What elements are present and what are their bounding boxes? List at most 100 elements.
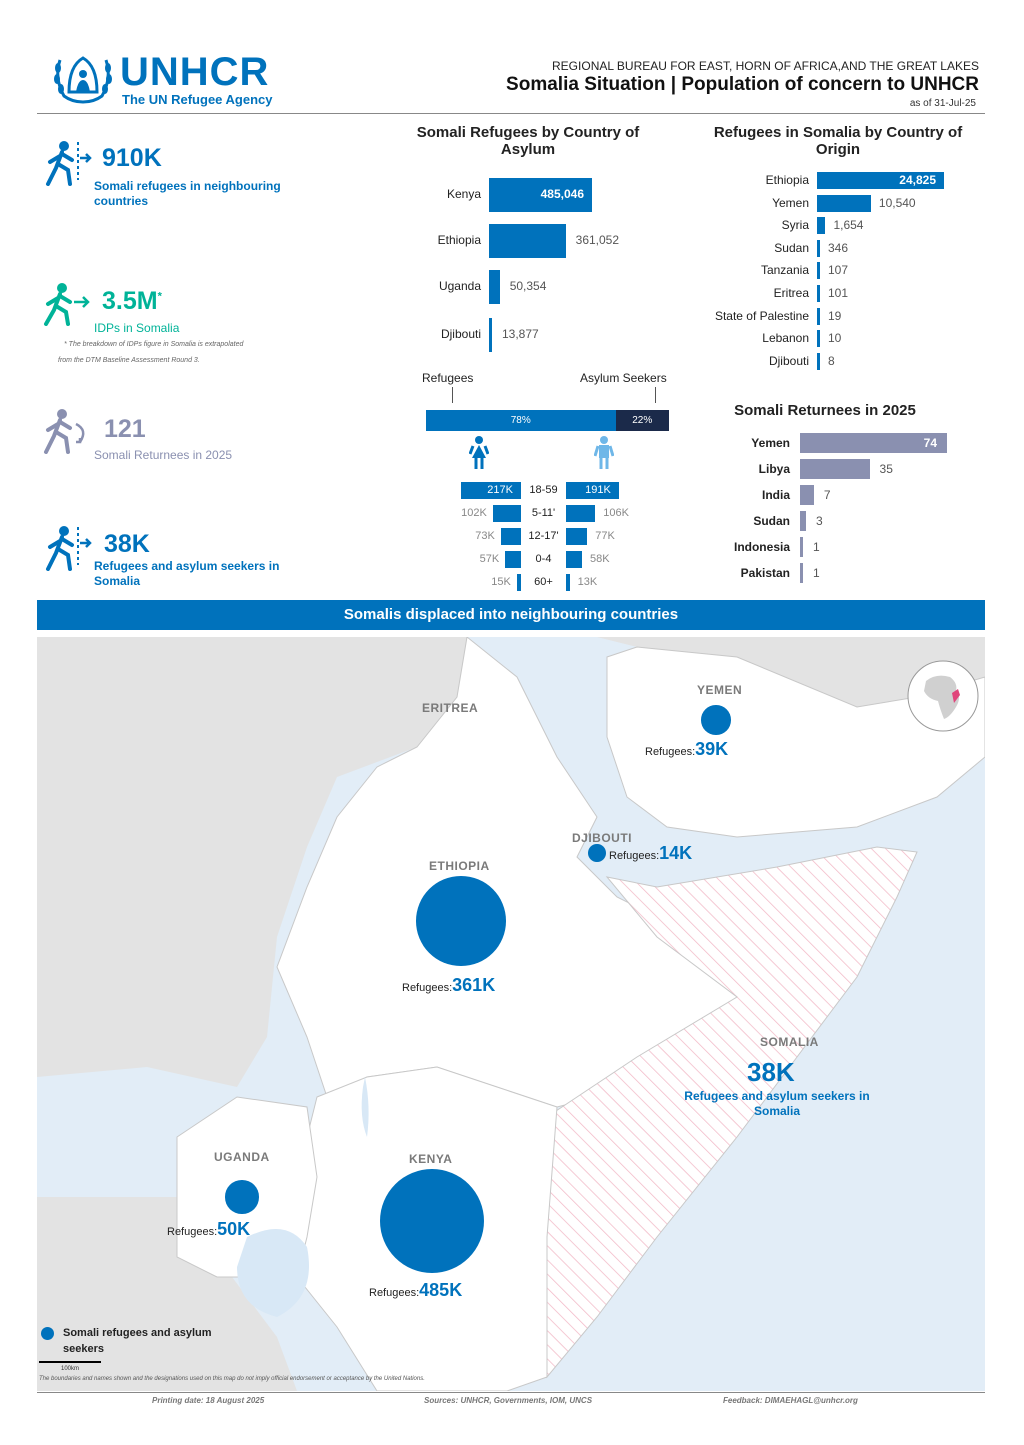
country-label-ethiopia: ETHIOPIA [429, 859, 490, 873]
bar [800, 537, 803, 557]
pyramid-value-female: 217K [487, 484, 513, 496]
bar-category-label: Djibouti [440, 327, 481, 341]
pyramid-bar-female [500, 528, 521, 545]
female-icon [469, 436, 489, 469]
refugee-count-somalia: 38K [747, 1057, 795, 1087]
bar-value-label: 10 [828, 331, 842, 346]
legend-dot [41, 1327, 54, 1340]
bar-value-label: 3 [815, 514, 823, 528]
feedback-email[interactable]: Feedback: DIMAEHAGL@unhcr.org [723, 1396, 858, 1405]
bar-value-label: 101 [828, 286, 849, 300]
bar [817, 217, 826, 235]
bar [817, 352, 820, 370]
bar-value-label: 346 [828, 240, 849, 255]
pyramid-value-male: 106K [603, 507, 629, 519]
kpi-value: 910K [102, 144, 162, 172]
pyramid-value-female: 102K [461, 507, 487, 519]
pyramid-age-label: 18-59 [529, 484, 558, 496]
male-icon [594, 436, 614, 469]
scale-label: 100km [61, 1366, 80, 1372]
bar [817, 194, 871, 212]
bar-category-label: State of Palestine [714, 308, 809, 323]
pyramid-bar-male [566, 505, 596, 522]
bar-value-label: 50,354 [509, 279, 547, 293]
chart-title: Refugees in Somalia by Country of Origin [713, 124, 963, 158]
bar-category-label: Indonesia [733, 540, 790, 554]
footer-divider [37, 1392, 985, 1393]
bar-category-label: Yemen [751, 436, 790, 450]
header-divider [37, 113, 985, 114]
legend-label: Somali refugees and asylum seekers [63, 1327, 212, 1355]
pyramid-bar-female [505, 551, 521, 568]
bar [817, 330, 820, 348]
chart-title: Somali Returnees in 2025 [734, 402, 916, 419]
bar [817, 307, 820, 325]
bar-value-label: 7 [823, 488, 831, 502]
bar-value-label: 1 [813, 566, 820, 580]
bar [817, 239, 820, 257]
bar-category-label: Kenya [446, 187, 481, 201]
bar [489, 178, 592, 212]
bar [800, 459, 870, 479]
bar-value-label: 8 [828, 353, 835, 368]
bar-value-label: 10,540 [878, 195, 916, 210]
refugee-count-uganda: Refugees:50K [167, 1219, 251, 1239]
globe-inset-icon [907, 660, 979, 732]
refugee-bubble-yemen [701, 705, 731, 735]
bar-category-label: Tanzania [760, 263, 809, 278]
bar [817, 285, 820, 302]
kpi-value: 121 [104, 415, 146, 443]
unhcr-laurel-icon [54, 56, 112, 104]
refugee-bubble-kenya [380, 1169, 484, 1273]
print-date: Printing date: 18 August 2025 [152, 1396, 265, 1405]
bar-category-label: India [761, 488, 790, 502]
bar-value-label: 13,877 [502, 327, 539, 341]
bar-category-label: Lebanon [762, 331, 809, 346]
org-name: UNHCR [120, 50, 270, 94]
bar-value-label: 361,052 [575, 233, 620, 247]
bar [800, 563, 803, 583]
pyramid-age-label: 60+ [534, 576, 553, 588]
refugee-bubble-ethiopia [416, 876, 506, 966]
pyramid-value-male: 77K [595, 530, 615, 542]
split-segment: 78% [426, 410, 616, 431]
pyramid-bar-male [566, 574, 570, 591]
country-label-yemen: YEMEN [697, 683, 743, 697]
bar [489, 318, 492, 352]
bar-value-label: 24,825 [899, 173, 936, 187]
bar-value-label: 1 [813, 540, 820, 554]
map-background [37, 637, 985, 1391]
kpi-value: 3.5M* [102, 287, 162, 315]
bar-category-label: Ethiopia [437, 233, 481, 247]
pyramid-bar-male [566, 482, 619, 499]
bar-value-label: 485,046 [540, 187, 584, 201]
country-label-eritrea: ERITREA [422, 701, 479, 715]
bar-value-label: 74 [923, 436, 937, 450]
region-map: ERITREA YEMEN Refugees:39K DJIBOUTI Refu… [37, 637, 985, 1391]
kpi-label: Somali Returnees in 2025 [94, 448, 233, 462]
country-label-kenya: KENYA [409, 1152, 453, 1166]
bar [800, 485, 814, 505]
refugee-count-yemen: Refugees:39K [645, 739, 729, 759]
pyramid-value-female: 15K [491, 576, 511, 588]
refugee-count-kenya: Refugees:485K [369, 1280, 463, 1300]
as-of-date: as of 31-Jul-25 [909, 98, 976, 109]
pyramid-bar-male [566, 528, 588, 545]
sources: Sources: UNHCR, Governments, IOM, UNCS [424, 1396, 593, 1405]
split-segment: 22% [615, 410, 669, 431]
refugee-run-icon [46, 526, 92, 571]
bar-category-label: Yemen [772, 195, 809, 210]
bar-category-label: Sudan [774, 240, 809, 255]
page-title: Somalia Situation | Population of concer… [506, 74, 979, 95]
pyramid-bar-female [516, 574, 521, 591]
bar-value-label: 19 [828, 308, 842, 323]
bar-category-label: Pakistan [740, 566, 790, 580]
kpi-label: Somali refugees in neighbouring countries [94, 179, 281, 208]
pyramid-age-label: 5-11' [531, 507, 556, 519]
bar-category-label: Ethiopia [765, 173, 809, 187]
bar [489, 270, 500, 304]
country-label-somalia: SOMALIA [760, 1035, 819, 1049]
bar-value-label: 1,654 [833, 218, 864, 233]
pyramid-bar-female [492, 505, 521, 522]
bar-category-label: Sudan [753, 514, 790, 528]
